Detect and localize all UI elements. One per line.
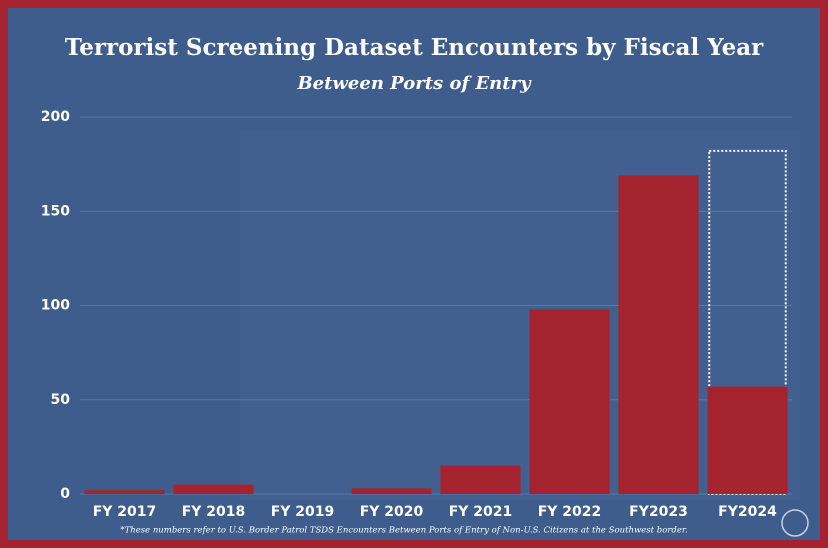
bar <box>173 485 253 494</box>
y-tick-label: 0 <box>60 486 70 502</box>
x-tick-label: FY 2022 <box>538 504 602 520</box>
footnote: *These numbers refer to U.S. Border Patr… <box>120 526 687 536</box>
x-tick-label: FY2024 <box>718 504 777 520</box>
x-tick-label: FY2023 <box>629 504 688 520</box>
x-tick-label: FY 2018 <box>182 504 246 520</box>
bar <box>529 309 609 494</box>
y-tick-label: 150 <box>41 203 70 219</box>
chart: Terrorist Screening Dataset Encounters b… <box>0 0 828 548</box>
bar <box>440 466 520 494</box>
y-tick-label: 100 <box>41 298 70 314</box>
bar <box>707 387 787 494</box>
page: {"chart_data": {"type": "bar", "title": … <box>0 0 828 548</box>
x-tick-label: FY 2017 <box>93 504 157 520</box>
y-tick-label: 200 <box>41 109 70 125</box>
chart-subtitle: Between Ports of Entry <box>296 73 532 94</box>
chart-title: Terrorist Screening Dataset Encounters b… <box>65 34 764 61</box>
bar <box>84 490 164 494</box>
x-tick-label: FY 2021 <box>449 504 513 520</box>
x-tick-label: FY 2020 <box>360 504 424 520</box>
bar <box>351 488 431 494</box>
y-tick-label: 50 <box>51 392 71 408</box>
bar <box>618 175 698 494</box>
x-tick-label: FY 2019 <box>271 504 335 520</box>
